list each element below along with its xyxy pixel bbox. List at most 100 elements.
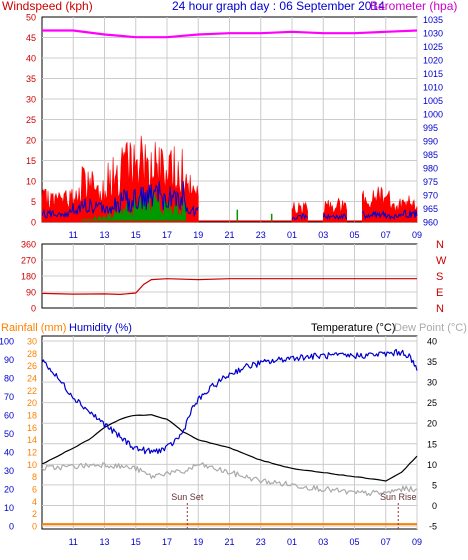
barometer-tick-label: 985 <box>423 150 438 160</box>
humidity-tick-label: 30 <box>4 466 14 476</box>
temp-tick-label: 0 <box>432 501 437 511</box>
wind-x-tick-label: 19 <box>193 230 203 240</box>
temperature-axis-title: Temperature (°C) <box>311 322 395 334</box>
wind-x-tick-label: 01 <box>287 230 297 240</box>
temp-x-tick-label: 23 <box>256 537 266 547</box>
temp-tick-label: 30 <box>427 378 437 388</box>
barometer-tick-label: 990 <box>423 137 438 147</box>
temp-tick-label: -5 <box>429 522 437 532</box>
temp-tick-label: 35 <box>427 357 437 367</box>
wind-x-tick-label: 21 <box>224 230 234 240</box>
sunrise-label: Sun Rise <box>380 492 417 502</box>
temp-x-tick-label: 21 <box>224 537 234 547</box>
barometer-axis-title: Barometer (hpa) <box>370 0 457 13</box>
rain-tick-label: 10 <box>27 460 37 470</box>
humidity-tick-label: 90 <box>4 355 14 365</box>
wind-average-line-1 <box>291 213 308 221</box>
barometer-tick-label: 1030 <box>423 29 443 39</box>
barometer-tick-label: 975 <box>423 177 438 187</box>
wind-x-tick-label: 11 <box>69 230 78 240</box>
rain-tick-label: 18 <box>27 411 37 421</box>
rain-tick-label: 22 <box>27 386 37 396</box>
humidity-tick-label: 60 <box>4 411 14 421</box>
temp-x-tick-label: 01 <box>287 537 297 547</box>
wind-tick-label: 20 <box>26 136 36 146</box>
barometer-tick-label: 995 <box>423 123 438 133</box>
rain-tick-label: 26 <box>27 361 37 371</box>
rain-tick-label: 12 <box>27 448 37 458</box>
sunset-label: Sun Set <box>171 492 204 502</box>
humidity-tick-label: 50 <box>4 429 14 439</box>
temp-x-tick-label: 09 <box>412 537 422 547</box>
wind-x-tick-label: 03 <box>318 230 328 240</box>
barometer-tick-label: 1005 <box>423 96 443 106</box>
direction-tick-label: 0 <box>31 304 36 314</box>
wind-direction-line <box>41 278 417 296</box>
wind-tick-label: 10 <box>26 177 36 187</box>
rain-tick-label: 20 <box>27 398 37 408</box>
humidity-tick-label: 20 <box>4 485 14 495</box>
barometer-line <box>42 29 418 39</box>
rain-tick-label: 8 <box>32 472 37 482</box>
temp-x-tick-label: 07 <box>381 537 391 547</box>
temp-x-tick-label: 05 <box>349 537 359 547</box>
rain-tick-label: 30 <box>27 337 37 347</box>
temp-x-tick-label: 13 <box>99 537 109 547</box>
rain-tick-label: 14 <box>27 435 37 445</box>
temp-tick-label: 20 <box>427 419 437 429</box>
humidity-tick-label: 10 <box>4 503 14 513</box>
dewpoint-axis-title: Dew Point (°C) <box>394 322 467 334</box>
temp-x-tick-label: 03 <box>318 537 328 547</box>
temp-tick-label: 40 <box>427 337 437 347</box>
direction-tick-label: 180 <box>21 272 36 282</box>
humidity-tick-label: 40 <box>4 448 14 458</box>
rain-tick-label: 28 <box>27 349 37 359</box>
wind-x-tick-label: 09 <box>412 230 422 240</box>
barometer-tick-label: 960 <box>423 218 438 228</box>
temp-tick-label: 15 <box>427 439 437 449</box>
barometer-tick-label: 1025 <box>423 42 443 52</box>
wind-tick-label: 0 <box>31 218 36 228</box>
rain-tick-label: 24 <box>27 374 37 384</box>
barometer-tick-label: 980 <box>423 164 438 174</box>
barometer-tick-label: 1020 <box>423 56 443 66</box>
barometer-tick-label: 1010 <box>423 83 443 93</box>
wind-tick-label: 50 <box>26 13 36 23</box>
wind-tick-label: 40 <box>26 54 36 64</box>
humidity-tick-label: 100 <box>0 337 14 347</box>
rain-tick-label: 6 <box>32 485 37 495</box>
humidity-line <box>41 348 418 455</box>
compass-label: E <box>436 287 443 299</box>
temp-tick-label: 10 <box>427 460 437 470</box>
wind-tick-label: 25 <box>26 115 36 125</box>
rain-tick-label: 0 <box>32 522 37 532</box>
temp-x-tick-label: 11 <box>69 537 78 547</box>
wind-tick-label: 5 <box>31 197 36 207</box>
humidity-tick-label: 80 <box>4 374 14 384</box>
direction-tick-label: 90 <box>26 288 36 298</box>
wind-green-area-0 <box>42 189 199 222</box>
wind-x-tick-label: 05 <box>349 230 359 240</box>
humidity-tick-label: 70 <box>4 392 14 402</box>
wind-x-tick-label: 23 <box>256 230 266 240</box>
wind-gust-area-1 <box>291 201 308 223</box>
temp-x-tick-label: 15 <box>131 537 141 547</box>
rain-tick-label: 2 <box>32 509 37 519</box>
wind-x-tick-label: 13 <box>99 230 109 240</box>
wind-tick-label: 15 <box>26 156 36 166</box>
direction-tick-label: 270 <box>21 256 36 266</box>
barometer-tick-label: 965 <box>423 204 438 214</box>
rain-tick-label: 4 <box>32 497 37 507</box>
temp-x-tick-label: 17 <box>162 537 172 547</box>
barometer-tick-label: 1015 <box>423 69 443 79</box>
humidity-axis-title: Humidity (%) <box>69 322 132 334</box>
temp-tick-label: 25 <box>427 398 437 408</box>
direction-tick-label: 360 <box>21 240 36 250</box>
wind-average-line-0 <box>41 181 199 219</box>
temp-tick-label: 5 <box>432 480 437 490</box>
barometer-tick-label: 970 <box>423 191 438 201</box>
graph-title: 24 hour graph day : 06 September 2014 <box>172 0 385 13</box>
rainfall-axis-title: Rainfall (mm) <box>1 322 66 334</box>
